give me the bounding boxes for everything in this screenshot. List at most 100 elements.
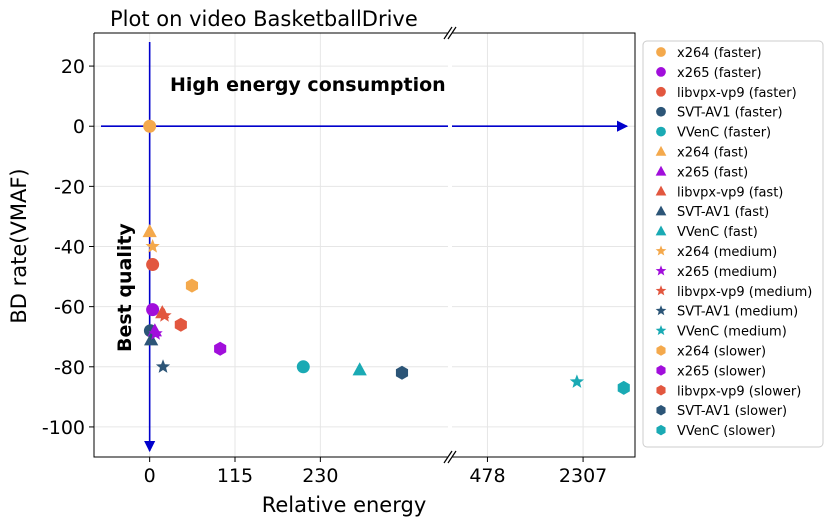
legend-label-x265-fast: x265 (fast) xyxy=(677,165,748,180)
legend-marker-x265-slower xyxy=(656,365,666,376)
legend-item-vvenc-faster: VVenC (faster) xyxy=(656,126,771,141)
legend-label-svt-av1-slower: SVT-AV1 (slower) xyxy=(677,404,787,419)
data-point-libvpx-vp9-faster xyxy=(146,258,160,272)
legend-marker-x264-faster xyxy=(656,47,666,57)
x-tick-label: 115 xyxy=(217,465,253,487)
legend-label-vvenc-fast: VVenC (fast) xyxy=(677,225,758,240)
axis-break-mark xyxy=(447,450,457,464)
legend-item-libvpx-vp9-fast: libvpx-vp9 (fast) xyxy=(655,185,783,200)
y-tick-label: -100 xyxy=(42,417,85,439)
annotation-best-quality: Best quality xyxy=(114,223,136,352)
legend-marker-x264-medium xyxy=(655,245,667,256)
data-point-x265-medium xyxy=(148,326,163,340)
legend-item-x265-fast: x265 (fast) xyxy=(655,165,748,180)
axes-frame xyxy=(93,26,636,464)
data-point-vvenc-fast xyxy=(352,362,367,376)
legend-marker-libvpx-vp9-slower xyxy=(656,385,666,396)
data-point-x265-faster xyxy=(146,303,160,317)
legend-label-vvenc-faster: VVenC (faster) xyxy=(677,126,771,141)
legend-item-x264-slower: x264 (slower) xyxy=(656,345,766,360)
legend-item-svt-av1-medium: SVT-AV1 (medium) xyxy=(655,305,798,320)
legend-label-x264-faster: x264 (faster) xyxy=(677,46,762,61)
legend-item-x265-slower: x265 (slower) xyxy=(656,364,766,379)
x-tick-label: 230 xyxy=(302,465,338,487)
tick-labels: 20 0 -20 -40 -60 -80 -100 0 115 230 478 2307 xyxy=(42,56,607,487)
legend-label-libvpx-vp9-medium: libvpx-vp9 (medium) xyxy=(677,285,812,300)
legend-item-vvenc-fast: VVenC (fast) xyxy=(655,225,758,240)
data-point-vvenc-faster xyxy=(296,360,310,374)
legend-marker-vvenc-medium xyxy=(655,324,667,336)
legend-item-svt-av1-fast: SVT-AV1 (fast) xyxy=(655,205,769,220)
legend-marker-vvenc-slower xyxy=(656,424,666,436)
legend-item-svt-av1-slower: SVT-AV1 (slower) xyxy=(656,404,787,419)
legend-item-x264-faster: x264 (faster) xyxy=(656,46,762,61)
data-point-svt-av1-slower xyxy=(395,365,409,380)
legend-marker-svt-av1-slower xyxy=(656,404,666,416)
right-panel-frame xyxy=(452,32,636,458)
legend: x264 (faster) x265 (faster) libvpx-vp9 (fa… xyxy=(642,40,824,448)
legend-item-libvpx-vp9-faster: libvpx-vp9 (faster) xyxy=(656,86,797,101)
legend-item-x264-fast: x264 (fast) xyxy=(655,145,748,161)
data-point-vvenc-medium xyxy=(569,374,585,388)
y-tick-label: -60 xyxy=(54,297,85,319)
axis-break-mark xyxy=(443,26,453,40)
data-point-svt-av1-fast xyxy=(144,332,159,346)
legend-marker-x265-fast xyxy=(655,165,667,176)
data-point-svt-av1-medium xyxy=(155,359,171,373)
legend-label-vvenc-slower: VVenC (slower) xyxy=(677,424,776,439)
y-tick-label: 20 xyxy=(61,56,85,78)
x-tick-label: 0 xyxy=(144,465,156,487)
data-point-x264-medium xyxy=(145,239,160,253)
legend-marker-vvenc-faster xyxy=(656,126,666,137)
legend-label-x265-faster: x265 (faster) xyxy=(677,66,762,81)
x-tick-label: 478 xyxy=(469,465,505,487)
y-tick-label: -40 xyxy=(54,237,85,259)
legend-item-libvpx-vp9-medium: libvpx-vp9 (medium) xyxy=(655,285,812,300)
legend-label-x265-slower: x265 (slower) xyxy=(677,364,766,379)
legend-marker-x264-fast xyxy=(655,145,667,156)
legend-label-x264-fast: x264 (fast) xyxy=(677,146,748,161)
y-tick-label: -80 xyxy=(54,357,85,379)
data-point-x264-fast xyxy=(142,223,157,238)
axis-break-mark xyxy=(447,26,457,40)
legend-label-x264-medium: x264 (medium) xyxy=(677,245,777,260)
legend-marker-svt-av1-fast xyxy=(655,205,667,216)
annotation-high-energy: High energy consumption xyxy=(170,74,446,96)
legend-item-svt-av1-faster: SVT-AV1 (faster) xyxy=(656,106,783,121)
data-point-x264-slower xyxy=(185,278,199,293)
legend-item-libvpx-vp9-slower: libvpx-vp9 (slower) xyxy=(656,384,801,399)
chart-title: Plot on video BasketballDrive xyxy=(110,7,418,31)
legend-marker-libvpx-vp9-fast xyxy=(655,185,667,196)
legend-marker-x264-slower xyxy=(656,345,666,356)
left-panel-frame xyxy=(93,32,448,458)
legend-label-libvpx-vp9-fast: libvpx-vp9 (fast) xyxy=(677,185,783,200)
legend-label-svt-av1-faster: SVT-AV1 (faster) xyxy=(677,106,783,121)
y-axis-title: BD rate(VMAF) xyxy=(7,168,31,323)
legend-item-vvenc-medium: VVenC (medium) xyxy=(655,324,787,340)
data-point-libvpx-vp9-medium xyxy=(157,308,172,322)
legend-marker-libvpx-vp9-medium xyxy=(655,285,667,296)
grid xyxy=(94,33,635,457)
data-point-x264-faster xyxy=(143,119,157,133)
legend-label-x264-slower: x264 (slower) xyxy=(677,345,766,360)
y-tick-label: -20 xyxy=(54,176,85,198)
data-point-libvpx-vp9-slower xyxy=(174,317,187,332)
legend-label-svt-av1-medium: SVT-AV1 (medium) xyxy=(677,305,798,320)
legend-item-x264-medium: x264 (medium) xyxy=(655,245,777,260)
legend-marker-svt-av1-medium xyxy=(655,305,667,316)
legend-box xyxy=(642,40,824,448)
y-tick-label: 0 xyxy=(73,116,85,138)
legend-item-x265-faster: x265 (faster) xyxy=(656,66,762,81)
legend-item-vvenc-slower: VVenC (slower) xyxy=(656,424,776,439)
legend-label-libvpx-vp9-slower: libvpx-vp9 (slower) xyxy=(677,384,801,399)
legend-marker-svt-av1-faster xyxy=(656,106,666,117)
legend-label-libvpx-vp9-faster: libvpx-vp9 (faster) xyxy=(677,86,797,101)
legend-marker-x265-medium xyxy=(655,265,667,276)
legend-marker-libvpx-vp9-faster xyxy=(656,86,666,97)
data-points xyxy=(142,119,630,395)
axis-break-mark xyxy=(443,450,453,464)
legend-label-x265-medium: x265 (medium) xyxy=(677,265,777,280)
x-axis-title: Relative energy xyxy=(262,493,427,517)
